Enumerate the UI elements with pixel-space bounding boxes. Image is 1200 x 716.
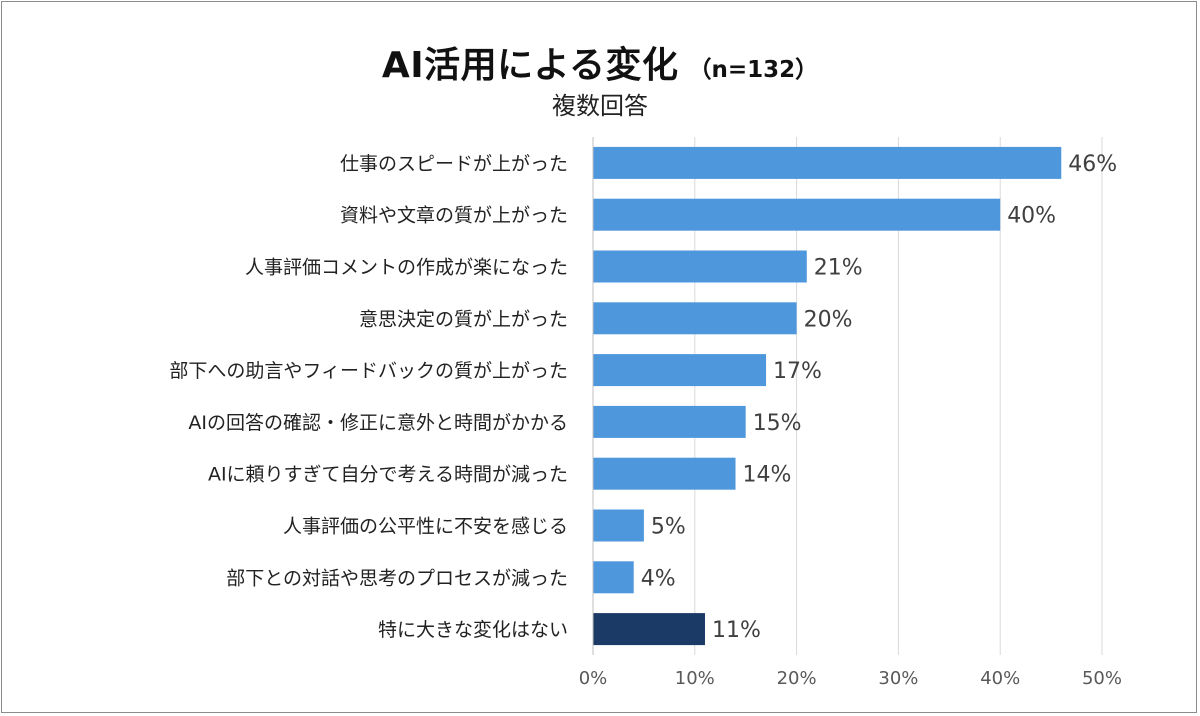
bar [593,146,1062,179]
data-label: 40% [1007,204,1056,229]
bar [593,198,1001,231]
x-tick-label: 50% [1082,668,1122,689]
category-label: 意思決定の質が上がった [359,308,568,330]
bar [593,354,767,387]
data-label: 21% [814,256,863,281]
category-label: 仕事のスピードが上がった [340,153,568,175]
category-label: 資料や文章の質が上がった [340,205,568,227]
bar [593,613,705,646]
chart-subtitle: 複数回答 [552,92,648,120]
bar [593,302,797,335]
category-label: AIに頼りすぎて自分で考える時間が減った [208,464,568,486]
x-tick-label: 40% [980,668,1020,689]
x-tick-label: 30% [878,668,918,689]
x-tick-label: 0% [579,668,608,689]
data-label: 5% [651,515,686,540]
category-label: AIの回答の確認・修正に意外と時間がかかる [188,412,568,434]
data-label: 20% [804,307,853,332]
data-label: 4% [641,566,676,591]
data-label: 17% [773,359,822,384]
x-tick-label: 10% [675,668,715,689]
category-label: 部下との対話や思考のプロセスが減った [226,567,568,589]
data-label: 14% [743,463,792,488]
bar [593,457,736,490]
bar [593,509,644,542]
category-label: 人事評価コメントの作成が楽になった [245,257,568,279]
x-tick-label: 20% [777,668,817,689]
chart-title-sample-size: （n=132） [688,57,819,83]
data-label: 11% [712,618,761,643]
bar [593,250,807,283]
data-label: 15% [753,411,802,436]
chart-title-main: AI活用による変化 [381,45,679,86]
category-label: 人事評価の公平性に不安を感じる [283,516,568,538]
bar [593,405,746,438]
category-label: 部下への助言やフィードバックの質が上がった [169,360,568,382]
category-label: 特に大きな変化はない [378,619,568,641]
chart-title: AI活用による変化 （n=132） [0,36,1200,88]
data-label: 46% [1068,152,1117,177]
bar [593,561,634,594]
